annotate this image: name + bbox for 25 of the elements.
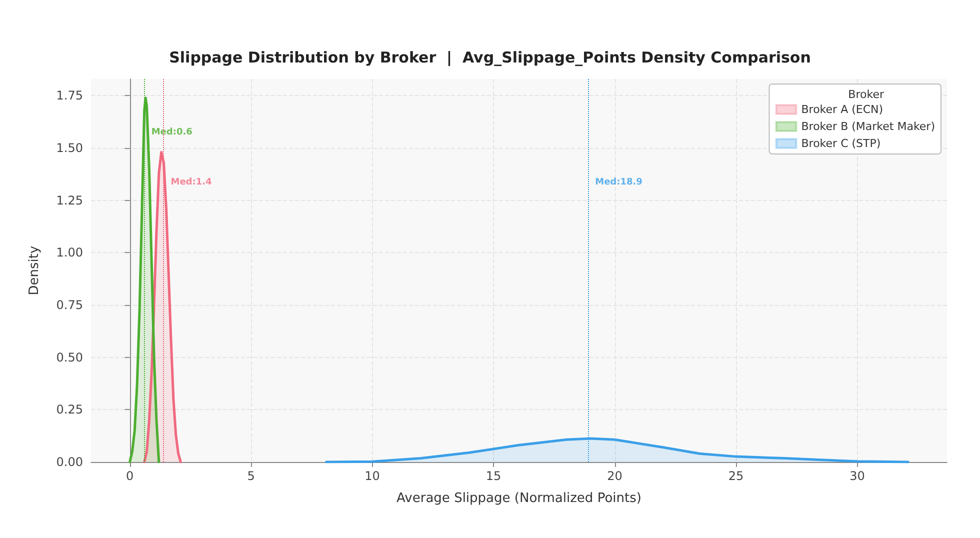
x-tick-label: 30 xyxy=(850,469,865,483)
legend-label: Broker B (Market Maker) xyxy=(801,120,936,133)
y-tick-label: 1.50 xyxy=(56,141,83,156)
x-tick-label: 0 xyxy=(126,469,134,483)
y-tick-label: 1.25 xyxy=(56,193,83,208)
chart-title: Slippage Distribution by Broker | Avg_Slippage_Points Density Comparison xyxy=(169,48,811,66)
y-tick-label: 0.00 xyxy=(56,455,83,469)
y-tick-label: 0.25 xyxy=(56,402,83,417)
ref-line-label: Med:18.9 xyxy=(595,177,642,188)
legend-label: Broker A (ECN) xyxy=(801,103,884,116)
ref-line-label: Med:1.4 xyxy=(170,177,212,188)
ref-line-label: Med:0.6 xyxy=(151,128,192,138)
y-axis-title: Density xyxy=(27,245,42,296)
legend-title: Broker xyxy=(848,88,884,101)
y-tick-label: 0.75 xyxy=(56,298,83,312)
x-tick-label: 15 xyxy=(486,469,502,483)
x-tick-label: 25 xyxy=(728,469,744,483)
y-tick-label: 1.75 xyxy=(56,88,83,103)
x-tick-label: 10 xyxy=(364,469,380,483)
legend-label: Broker C (STP) xyxy=(801,137,881,150)
y-tick-label: 1.00 xyxy=(56,246,83,260)
y-tick-label: 0.50 xyxy=(56,350,83,364)
x-tick-label: 5 xyxy=(247,469,255,483)
x-tick-label: 20 xyxy=(607,469,622,483)
x-axis-title: Average Slippage (Normalized Points) xyxy=(396,491,642,506)
